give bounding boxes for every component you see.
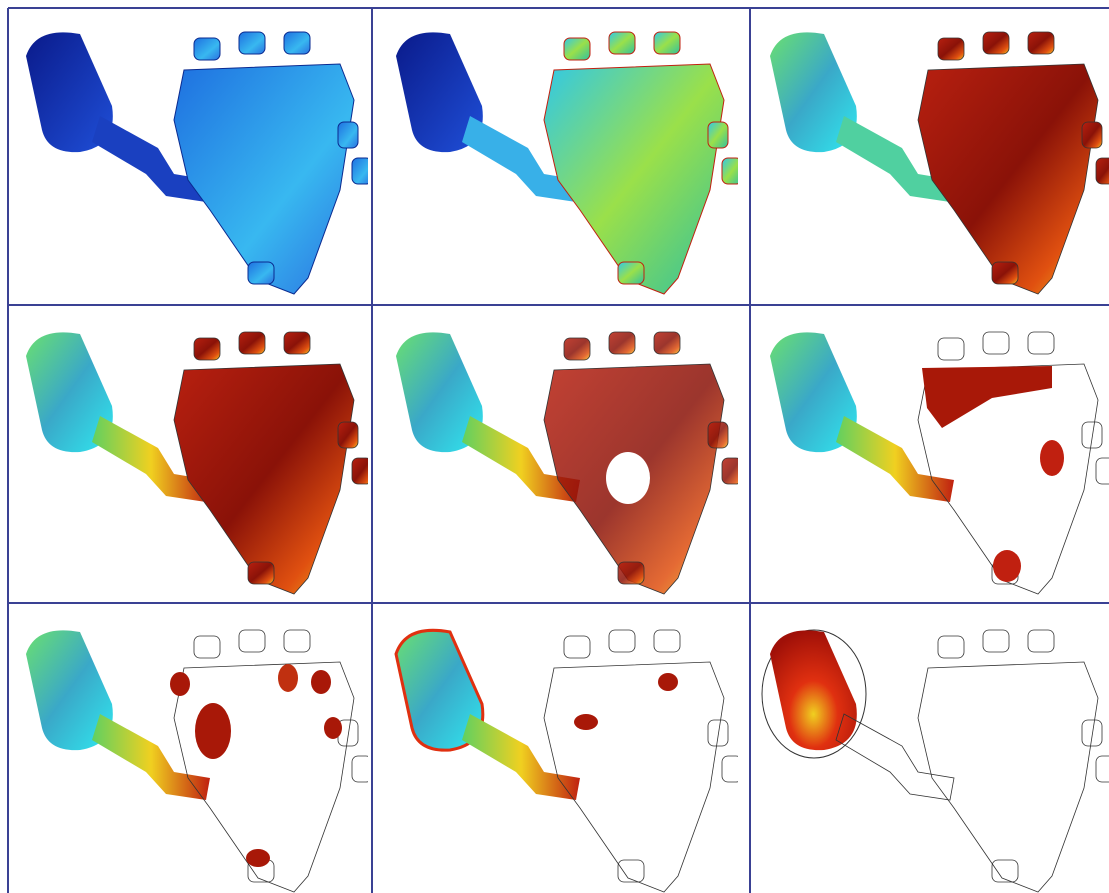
hot-spot [993,550,1021,582]
casting [174,32,372,294]
render-cell [26,32,372,294]
casting [544,32,742,294]
render-cell [770,332,1109,594]
hot-spot [170,672,190,696]
hot-spot [246,849,270,867]
casting [918,32,1109,294]
image-grid [0,0,1109,893]
casting-outline [174,630,372,892]
render-cell [396,332,742,594]
render-cell [396,32,742,294]
hot-spot [195,703,231,759]
cup [770,630,857,750]
runner [462,714,580,800]
render-cell [762,630,1109,892]
hot-spot [324,717,342,739]
hot-spot [574,714,598,730]
hot-spot [311,670,331,694]
casting-outline [544,630,742,892]
render-cell [770,32,1109,294]
render-cell [396,630,742,892]
casting-outline [918,630,1109,892]
hot-spot [1040,440,1064,476]
casting [174,332,372,594]
runner [92,714,210,800]
gap [606,452,650,504]
hot-spot [278,664,298,692]
render-cell [26,332,372,594]
hot-spot [658,673,678,691]
hot-spot [922,366,1052,428]
runner [836,416,954,502]
render-cell [26,630,372,892]
page: (() => { const data = JSON.parse(documen… [0,0,1109,893]
